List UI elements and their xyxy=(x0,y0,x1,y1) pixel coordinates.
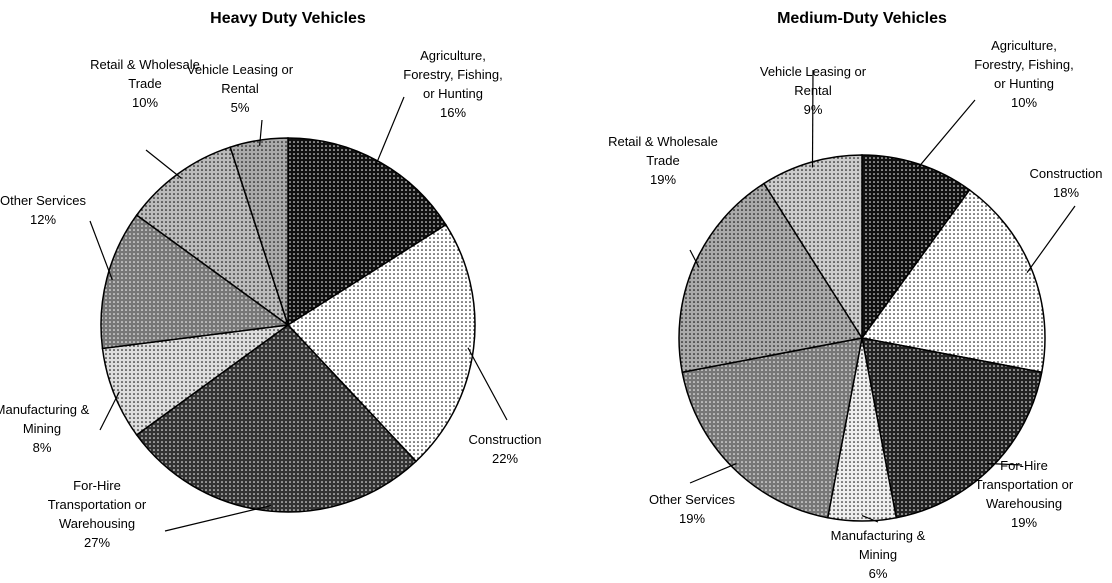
chart-title: Medium-Duty Vehicles xyxy=(777,10,947,27)
leader-line xyxy=(987,462,1023,466)
slice-label: Construction xyxy=(1029,166,1103,181)
slice-label: Manufacturing & Mining xyxy=(830,528,926,562)
slice-label: Vehicle Leasing or Rental xyxy=(186,62,294,96)
leader-line xyxy=(467,347,508,421)
slice-label: For-Hire Transportation or Warehousing xyxy=(974,458,1074,511)
slice-value-label: 16% xyxy=(439,105,467,120)
slice-value-label: 10% xyxy=(1010,95,1038,110)
slice-value-label: 18% xyxy=(1052,185,1080,200)
leader-line xyxy=(1026,205,1076,274)
slice-label: Other Services xyxy=(0,193,86,208)
slice-label: For-Hire Transportation or Warehousing xyxy=(47,478,147,531)
pie-slice xyxy=(101,324,289,436)
leader-line xyxy=(689,462,737,484)
pie-slice xyxy=(287,137,447,327)
slice-value-label: 27% xyxy=(83,535,111,550)
slice-label: Vehicle Leasing or Rental xyxy=(759,64,867,98)
leader-line xyxy=(164,505,272,532)
pie-slice xyxy=(100,214,290,350)
leader-line xyxy=(99,391,120,431)
slice-label: Retail & Wholesale Trade xyxy=(608,134,718,168)
leader-line xyxy=(861,514,879,523)
chart-title: Heavy Duty Vehicles xyxy=(210,10,366,27)
slice-label: Other Services xyxy=(649,492,735,507)
pie-slice xyxy=(762,154,863,341)
leader-line xyxy=(689,249,700,268)
leader-line xyxy=(916,99,976,170)
slice-value-label: 10% xyxy=(131,95,159,110)
slice-value-label: 19% xyxy=(678,511,706,526)
pie-slice xyxy=(678,182,864,374)
slice-value-label: 8% xyxy=(32,440,52,455)
pie-slice xyxy=(861,337,1043,519)
slice-value-label: 19% xyxy=(1010,515,1038,530)
pie-slice xyxy=(861,154,971,341)
slice-label: Manufacturing & Mining xyxy=(0,402,90,436)
slice-value-label: 19% xyxy=(649,172,677,187)
leader-line xyxy=(259,119,263,146)
slice-value-label: 6% xyxy=(868,566,888,581)
pie-slice xyxy=(860,188,1046,374)
leader-line xyxy=(374,96,405,167)
leader-line xyxy=(89,220,113,281)
leader-line xyxy=(145,149,182,179)
slice-value-label: 5% xyxy=(230,100,250,115)
slice-value-label: 12% xyxy=(29,212,57,227)
slice-label: Construction xyxy=(468,432,542,447)
pie-slice xyxy=(135,146,290,327)
leader-line xyxy=(811,69,814,168)
slice-value-label: 22% xyxy=(491,451,519,466)
pie-slice xyxy=(286,223,476,463)
slice-label: Agriculture, Forestry, Fishing, or Hunti… xyxy=(403,48,503,101)
pie-slice xyxy=(135,324,418,513)
slice-value-label: 9% xyxy=(803,102,823,117)
pie-slice xyxy=(681,337,863,519)
slice-label: Retail & Wholesale Trade xyxy=(90,57,200,91)
pie-slice xyxy=(229,137,289,326)
slice-label: Agriculture, Forestry, Fishing, or Hunti… xyxy=(974,38,1074,91)
